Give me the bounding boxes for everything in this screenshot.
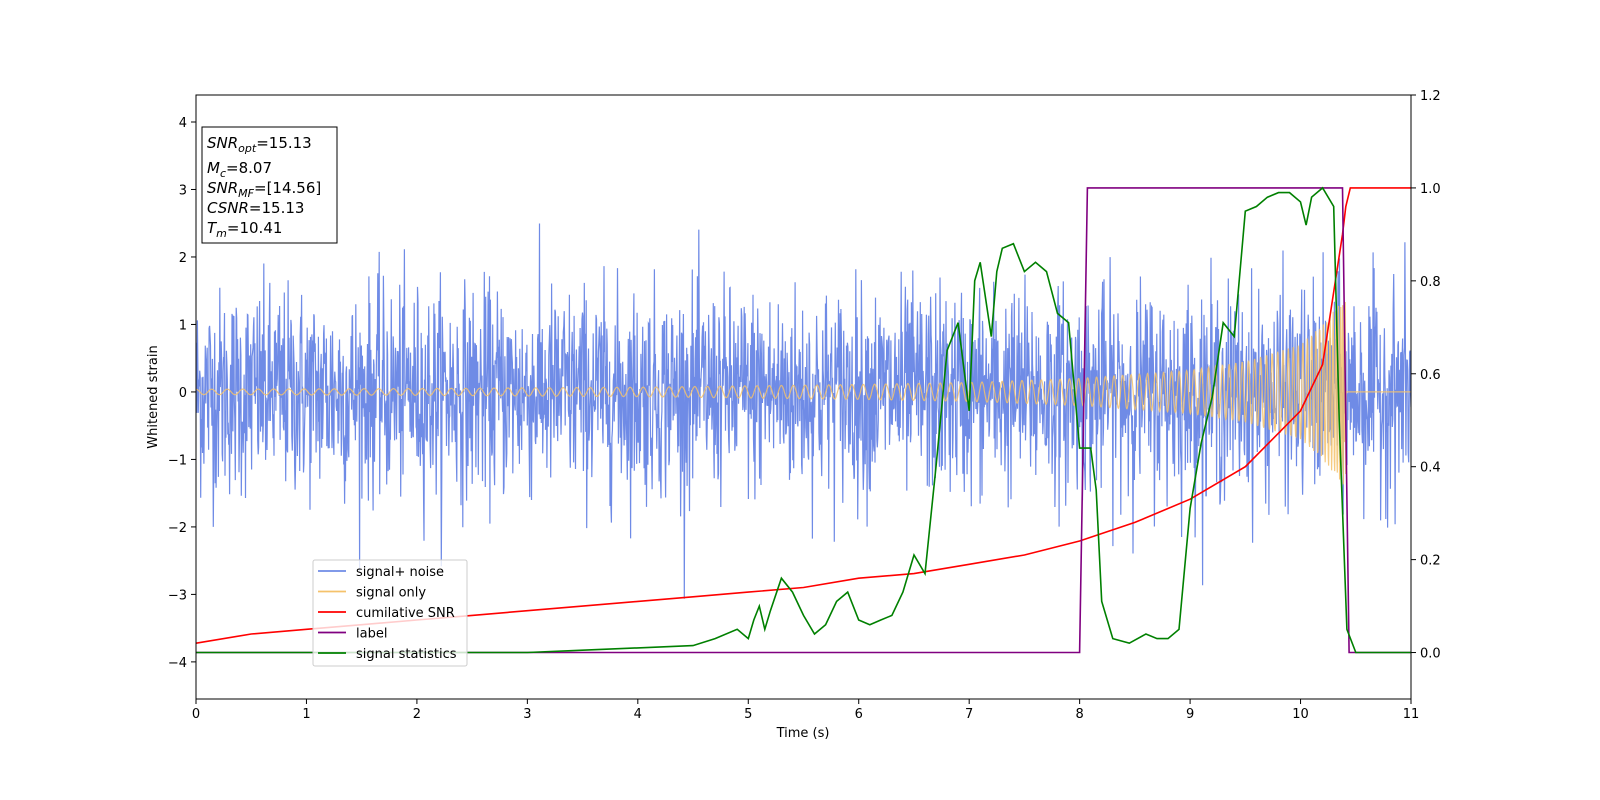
annotation-line: Tm=10.41: [207, 219, 282, 240]
x-tick-label: 9: [1186, 707, 1194, 722]
x-tick-label: 8: [1075, 707, 1083, 722]
legend: signal+ noise signal only cumilative SNR la…: [312, 559, 468, 667]
legend-frame: [312, 559, 468, 667]
stats-annotation-box: SNRopt=15.13 Mc=8.07SNRMF=[14.56]CSNR=15.…: [201, 126, 338, 244]
x-tick-label: 5: [744, 707, 752, 722]
axes-frame: [195, 94, 1412, 700]
y-tick-label: 0: [179, 386, 187, 401]
y2-tick-label: 0.2: [1420, 554, 1441, 569]
series-line-signal-statistics: [196, 186, 1411, 654]
axes: 0 1 2 3 4 5 6 7 8 9 10 11 −4 −3 −2 −1 0 1 2 3 4 0.0 0.2 0.4 0.6 0…: [168, 89, 1441, 722]
x-tick-label: 10: [1292, 707, 1309, 722]
annotation-frame: [201, 126, 338, 244]
x-tick-label: 3: [523, 707, 531, 722]
x-tick-label: 1: [302, 707, 310, 722]
y-tick-label: 4: [179, 116, 187, 131]
y-tick-label: −4: [168, 656, 187, 671]
x-tick-label: 11: [1403, 707, 1420, 722]
legend-label: signal only: [356, 586, 426, 601]
y-tick-label: −3: [168, 588, 187, 603]
annotation-line: SNRMF=[14.56]: [207, 179, 321, 200]
y-axis-label: Whitened strain: [146, 345, 161, 448]
y2-tick-label: 0.0: [1420, 647, 1441, 662]
series-line-signal-only: [196, 300, 1411, 485]
annotation-line: CSNR=15.13: [207, 199, 304, 217]
x-tick-label: 0: [192, 707, 200, 722]
y-tick-label: 2: [179, 251, 187, 266]
y-tick-label: −1: [168, 453, 187, 468]
y-tick-label: 1: [179, 318, 187, 333]
annotation-line: Mc=8.07: [207, 159, 272, 180]
legend-label: label: [356, 627, 387, 642]
y2-tick-label: 0.4: [1420, 461, 1441, 476]
annotation-line: SNRopt=15.13: [207, 134, 312, 155]
x-axis-label: Time (s): [776, 726, 830, 741]
y2-tick-label: 1.2: [1420, 89, 1441, 104]
x-tick-label: 7: [965, 707, 973, 722]
x-tick-label: 2: [413, 707, 421, 722]
y-tick-label: 3: [179, 183, 187, 198]
legend-label: signal statistics: [356, 647, 457, 662]
x-tick-label: 6: [855, 707, 863, 722]
y2-tick-label: 1.0: [1420, 182, 1441, 197]
series-line-signal-noise: [196, 223, 1411, 599]
y2-tick-label: 0.8: [1420, 275, 1441, 290]
x-tick-label: 4: [634, 707, 642, 722]
legend-label: signal+ noise: [356, 565, 444, 580]
legend-label: cumilative SNR: [356, 606, 455, 621]
y2-tick-label: 0.6: [1420, 368, 1441, 383]
y-tick-label: −2: [168, 521, 187, 536]
